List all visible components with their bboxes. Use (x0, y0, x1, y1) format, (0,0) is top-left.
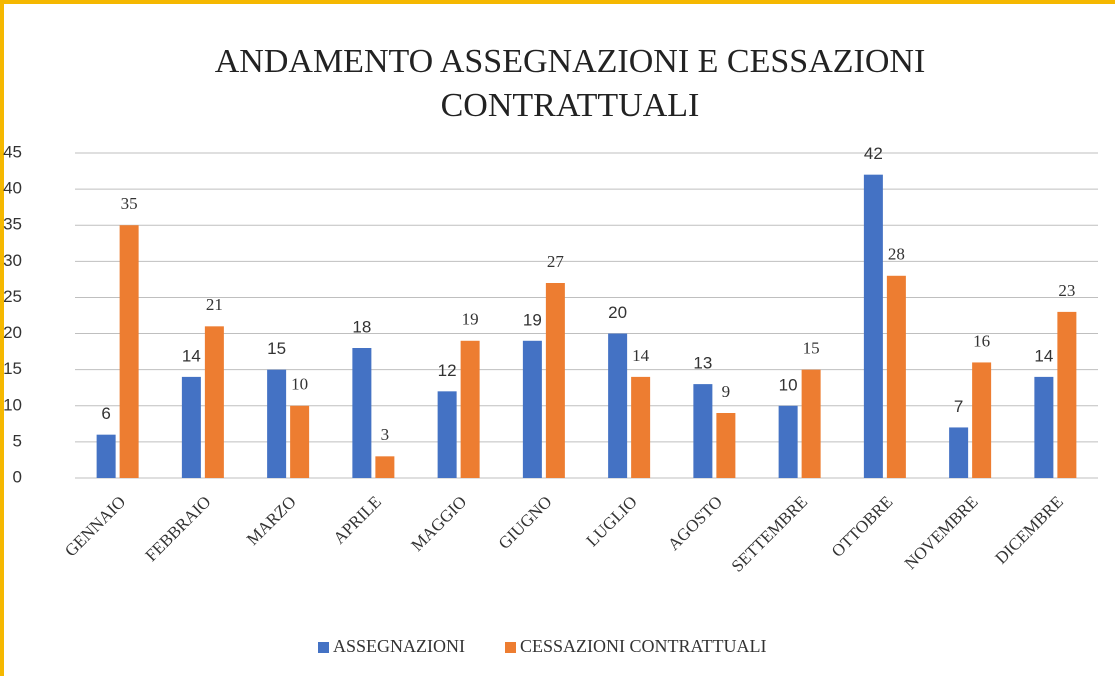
bar (181, 376, 201, 478)
bar (375, 456, 395, 478)
x-tick-label: SETTEMBRE (728, 492, 812, 576)
y-tick-label: 5 (13, 431, 22, 450)
bar (608, 333, 628, 478)
x-tick-label: DICEMBRE (991, 492, 1067, 568)
bar (778, 405, 798, 478)
data-label: 35 (121, 194, 138, 213)
data-label: 14 (182, 346, 201, 365)
x-tick-label: FEBBRAIO (142, 492, 215, 565)
x-tick-label: MARZO (243, 492, 300, 549)
data-label: 42 (864, 144, 883, 163)
y-tick-label: 35 (3, 215, 22, 234)
data-label: 15 (267, 339, 286, 358)
bar (949, 427, 969, 478)
bar (352, 348, 372, 478)
data-label: 28 (888, 245, 905, 264)
data-label: 21 (206, 295, 223, 314)
y-tick-label: 40 (3, 179, 22, 198)
bar (693, 384, 713, 478)
data-label: 14 (632, 346, 650, 365)
data-label: 9 (722, 382, 731, 401)
data-label: 16 (973, 331, 990, 350)
data-label: 20 (608, 303, 627, 322)
x-tick-label: LUGLIO (583, 492, 641, 550)
data-label: 19 (462, 310, 479, 329)
chart-title: ANDAMENTO ASSEGNAZIONI E CESSAZIONI CONT… (214, 43, 926, 124)
bar (290, 405, 310, 478)
bar (1057, 311, 1077, 478)
data-label: 15 (803, 339, 820, 358)
data-label: 18 (352, 317, 371, 336)
x-tick-label: APRILE (329, 492, 385, 548)
bar (96, 434, 116, 478)
legend-label: CESSAZIONI CONTRATTUALI (520, 636, 767, 656)
bar (972, 362, 992, 478)
bar (204, 326, 224, 478)
bar (886, 275, 906, 478)
data-label: 27 (547, 252, 565, 271)
data-label: 14 (1034, 346, 1053, 365)
y-tick-label: 45 (3, 142, 22, 161)
bar (545, 283, 565, 478)
data-label: 23 (1058, 281, 1075, 300)
y-tick-label: 20 (3, 323, 22, 342)
x-tick-label: MAGGIO (407, 492, 470, 555)
bar (522, 340, 542, 478)
bar (863, 174, 883, 478)
x-tick-label: OTTOBRE (828, 492, 897, 561)
data-label: 12 (438, 361, 457, 380)
x-tick-label: AGOSTO (664, 492, 726, 554)
data-label: 10 (291, 375, 308, 394)
bar (267, 369, 287, 478)
bar (119, 225, 139, 478)
y-tick-label: 10 (3, 395, 22, 414)
data-label: 10 (779, 375, 798, 394)
data-label: 3 (381, 425, 390, 444)
bar (716, 413, 736, 478)
bar (460, 340, 480, 478)
bar (437, 391, 457, 478)
bar (631, 376, 651, 478)
legend-swatch (505, 642, 516, 653)
y-tick-label: 15 (3, 359, 22, 378)
legend-label: ASSEGNAZIONI (333, 636, 465, 656)
x-tick-label: GENNAIO (61, 492, 129, 560)
bar (801, 369, 821, 478)
data-label: 13 (693, 354, 712, 373)
bar (1034, 376, 1054, 478)
y-tick-label: 25 (3, 287, 22, 306)
data-label: 7 (954, 397, 963, 416)
y-tick-label: 30 (3, 251, 22, 270)
x-tick-label: GIUGNO (495, 492, 556, 553)
y-tick-label: 0 (13, 467, 22, 486)
x-tick-label: NOVEMBRE (901, 492, 982, 573)
data-label: 19 (523, 310, 542, 329)
legend-swatch (318, 642, 329, 653)
data-label: 6 (101, 404, 110, 423)
